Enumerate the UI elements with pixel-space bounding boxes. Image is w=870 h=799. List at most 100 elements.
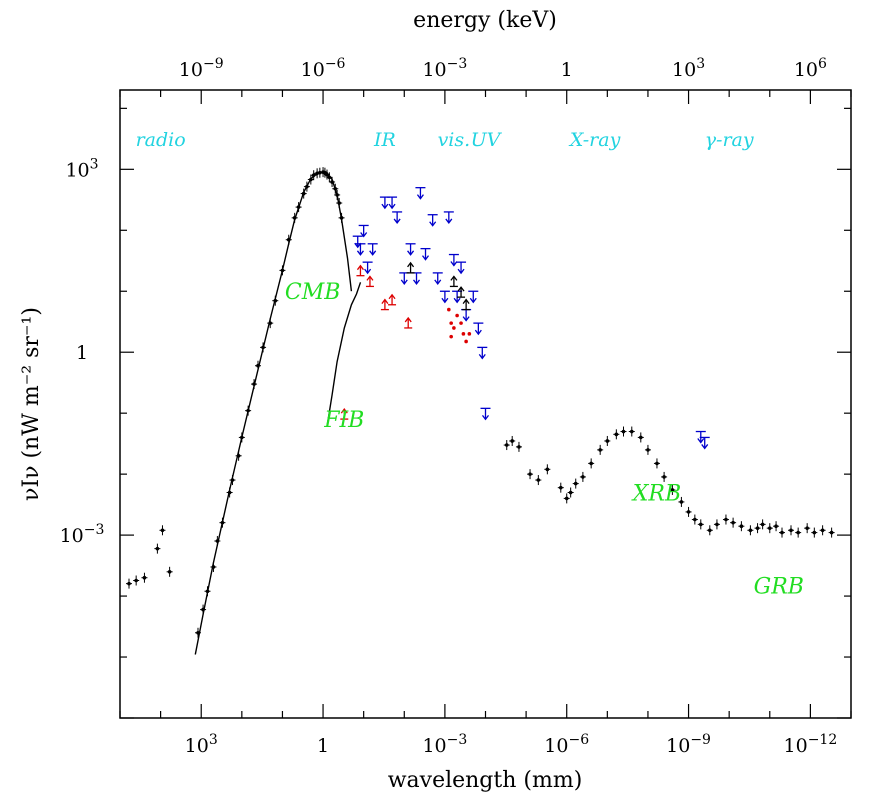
data-point	[698, 522, 703, 527]
data-point	[227, 490, 232, 495]
data-point	[296, 205, 301, 209]
component-label: CMB	[285, 280, 341, 305]
data-point	[311, 173, 316, 178]
data-point	[201, 607, 205, 612]
data-point	[739, 524, 744, 528]
lower-limit-arrow	[457, 286, 465, 292]
data-point	[280, 268, 285, 273]
red-dot	[464, 339, 468, 344]
upper-limit-arrow	[416, 194, 424, 200]
data-point	[670, 488, 675, 492]
lower-limit-arrow	[356, 264, 364, 271]
data-point	[796, 530, 800, 535]
lower-limit-arrow	[462, 298, 470, 304]
y-axis-title: νIν (nW m⁻² sr⁻¹)	[19, 307, 44, 501]
component-label: GRB	[754, 574, 804, 599]
data-point	[325, 172, 329, 177]
data-point	[305, 184, 309, 189]
band-label: X-ray	[568, 129, 621, 151]
band-label: γ-ray	[705, 129, 754, 151]
data-point	[246, 408, 250, 413]
x2-tick-label: 10−3	[422, 56, 467, 81]
x-tick-label: 10−12	[784, 732, 838, 757]
data-point	[268, 321, 273, 325]
upper-limit-arrow	[474, 329, 482, 336]
x2-tick-label: 10−6	[301, 56, 346, 81]
data-point	[558, 485, 563, 490]
band-label: UV	[471, 129, 503, 151]
upper-limit-arrow	[400, 279, 408, 285]
data-point	[301, 191, 306, 196]
data-point	[789, 528, 793, 533]
data-point	[142, 575, 147, 580]
data-point	[564, 496, 569, 501]
lower-limit-arrow	[404, 316, 412, 323]
plot-frame	[119, 89, 852, 719]
upper-limit-arrow	[453, 297, 461, 304]
x2-tick-label: 103	[672, 56, 705, 81]
data-point	[167, 570, 172, 574]
data-point	[693, 517, 697, 522]
data-point	[662, 475, 666, 479]
data-point	[333, 186, 338, 191]
x2-tick-label: 10−9	[179, 56, 224, 81]
data-point	[327, 175, 332, 180]
data-point	[155, 546, 160, 551]
data-point	[780, 530, 784, 535]
upper-limit-arrow	[356, 250, 364, 256]
data-point	[309, 177, 313, 182]
data-point	[621, 429, 626, 434]
band-label: radio	[136, 129, 186, 151]
data-point	[510, 439, 515, 443]
upper-limit-arrow	[469, 297, 477, 304]
upper-limit-arrow	[381, 203, 389, 210]
red-dot	[447, 307, 451, 312]
data-point	[196, 630, 200, 635]
data-point	[339, 216, 344, 220]
component-label: FIB	[323, 408, 364, 433]
data-series	[126, 167, 835, 655]
data-point	[581, 475, 585, 479]
curve	[326, 282, 362, 427]
upper-limit-arrow	[450, 261, 458, 267]
red-dot	[455, 313, 459, 318]
data-point	[715, 522, 719, 527]
red-dot	[467, 332, 472, 336]
data-point	[829, 530, 834, 535]
data-point	[638, 435, 643, 440]
upper-limit-arrow	[360, 232, 368, 238]
data-point	[629, 429, 634, 434]
data-point	[536, 478, 541, 482]
upper-limit-arrow	[701, 444, 709, 450]
y-tick-label: 103	[65, 156, 98, 181]
x-tick-label: 103	[185, 732, 218, 757]
data-point	[545, 467, 550, 472]
data-point	[707, 528, 712, 533]
data-point	[528, 472, 532, 476]
x2-tick-label: 106	[794, 56, 827, 81]
red-dot	[452, 326, 456, 330]
upper-limit-arrow	[429, 221, 437, 227]
data-point	[220, 520, 225, 525]
x-tick-label: 10−9	[666, 732, 711, 757]
component-label: XRB	[631, 481, 681, 506]
data-point	[335, 193, 339, 197]
data-point	[774, 524, 778, 528]
data-point	[517, 445, 521, 449]
data-point	[573, 481, 578, 486]
upper-limit-arrow	[445, 218, 453, 225]
data-point	[755, 526, 760, 530]
data-point	[134, 578, 138, 583]
labels: 103 1 10−3 10−6 10−9 10−12 10−9 10−6 10−3 1 103 106…	[60, 56, 838, 757]
data-point	[252, 382, 256, 386]
upper-limit-arrow	[393, 218, 401, 225]
data-point	[318, 170, 322, 175]
data-point	[812, 530, 817, 535]
data-point	[748, 528, 753, 533]
data-point	[286, 237, 291, 242]
data-point	[504, 443, 509, 447]
data-point	[211, 565, 216, 569]
data-point	[589, 461, 593, 466]
data-point	[256, 363, 260, 368]
upper-limit-arrow	[421, 255, 430, 261]
